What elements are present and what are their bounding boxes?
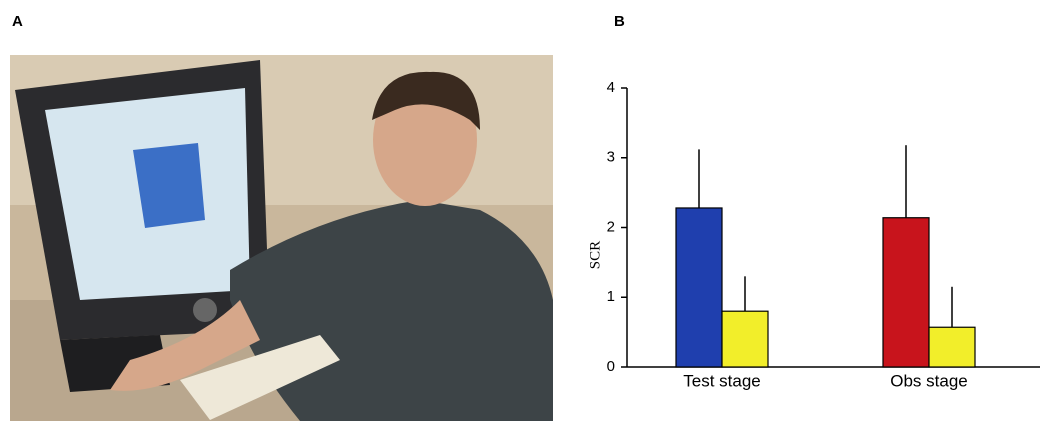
y-tick-label: 4 [607, 79, 615, 96]
y-tick-label: 2 [607, 218, 615, 235]
y-tick-label: 3 [607, 149, 615, 166]
panel-label: B [614, 13, 625, 30]
x-tick-label: Obs stage [890, 371, 968, 390]
y-tick-label: 0 [607, 358, 615, 375]
bar [882, 217, 930, 368]
photo [10, 55, 553, 421]
y-tick-label: 1 [607, 288, 615, 305]
bar [928, 326, 976, 368]
panel-label: A [12, 13, 23, 30]
bar [721, 310, 769, 368]
bar [675, 207, 723, 368]
y-axis-label: SCR [587, 241, 603, 269]
x-tick-label: Test stage [683, 371, 761, 390]
